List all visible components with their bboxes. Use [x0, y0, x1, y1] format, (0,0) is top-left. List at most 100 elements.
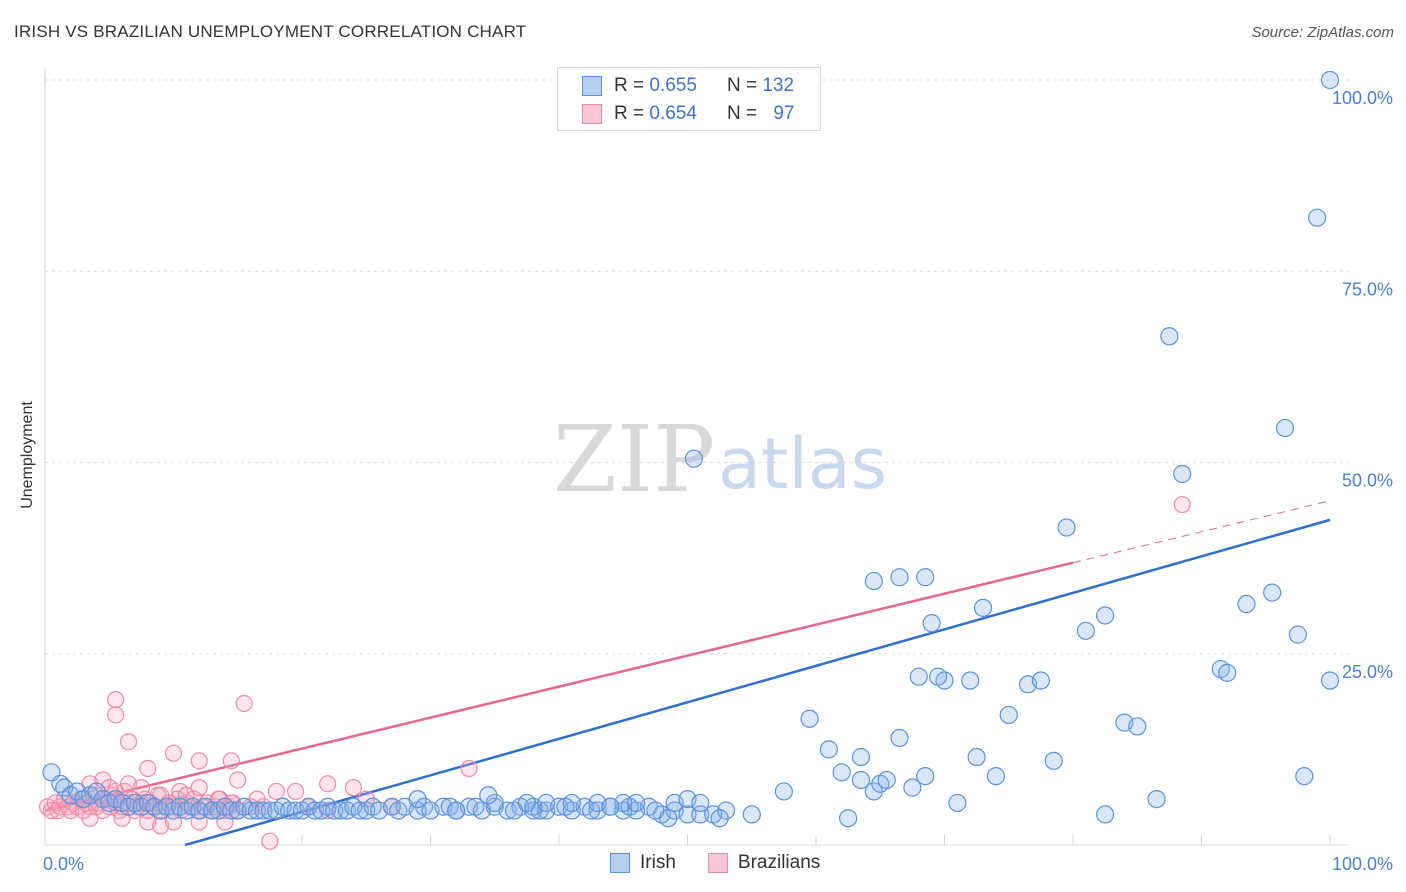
irish-point[interactable]: [691, 793, 710, 813]
source-credit: Source: ZipAtlas.com: [1251, 24, 1394, 41]
brazilians-point[interactable]: [286, 782, 305, 801]
irish-point[interactable]: [479, 786, 498, 805]
irish-point[interactable]: [1263, 583, 1282, 602]
irish-point[interactable]: [916, 767, 935, 786]
brazilians-point[interactable]: [1173, 495, 1191, 514]
legend-item-brazilians[interactable]: Brazilians: [707, 852, 820, 874]
legend-item-irish[interactable]: Irish: [610, 852, 676, 874]
brazilians-point[interactable]: [267, 782, 285, 801]
irish-point[interactable]: [832, 763, 851, 782]
irish-point[interactable]: [999, 705, 1018, 725]
irish-point[interactable]: [916, 568, 935, 587]
brazilians-n-value: 97: [773, 103, 795, 124]
brazilians-point[interactable]: [216, 813, 234, 831]
irish-point[interactable]: [601, 797, 620, 816]
irish-point[interactable]: [626, 793, 646, 813]
brazilians-point[interactable]: [139, 759, 157, 778]
irish-point[interactable]: [1320, 671, 1340, 690]
irish-point[interactable]: [1275, 418, 1295, 438]
watermark-zip: ZIP: [553, 406, 715, 513]
brazilians-point[interactable]: [344, 779, 362, 797]
irish-point[interactable]: [1237, 594, 1256, 614]
brazilians-n-label: N =: [726, 103, 758, 124]
irish-point[interactable]: [986, 767, 1006, 786]
irish-point[interactable]: [903, 778, 922, 797]
irish-point[interactable]: [839, 809, 858, 828]
irish-legend-swatch: [610, 853, 630, 873]
irish-trend-line: [184, 518, 1331, 847]
irish-point[interactable]: [466, 797, 485, 816]
irish-point[interactable]: [537, 793, 556, 813]
irish-point[interactable]: [684, 449, 704, 468]
irish-point[interactable]: [1320, 70, 1340, 90]
irish-point[interactable]: [967, 747, 986, 767]
irish-point[interactable]: [890, 568, 909, 587]
brazilians-point[interactable]: [229, 771, 247, 789]
irish-point[interactable]: [408, 789, 427, 809]
irish-point[interactable]: [742, 805, 761, 824]
irish-point[interactable]: [1173, 464, 1192, 484]
brazilians-point[interactable]: [113, 809, 131, 827]
irish-point[interactable]: [1308, 208, 1327, 227]
irish-point[interactable]: [851, 770, 871, 790]
irish-point[interactable]: [1057, 518, 1076, 537]
irish-point[interactable]: [1096, 606, 1115, 625]
brazilians-point[interactable]: [152, 817, 170, 835]
irish-point[interactable]: [928, 667, 948, 686]
irish-point[interactable]: [1160, 327, 1179, 346]
irish-point[interactable]: [710, 809, 729, 828]
trend-lines: [44, 500, 1331, 847]
brazilians-point[interactable]: [107, 706, 125, 724]
irish-point[interactable]: [819, 740, 838, 759]
irish-point[interactable]: [1128, 717, 1147, 736]
irish-point[interactable]: [280, 801, 299, 820]
x-tick-label: 100.0%: [1332, 854, 1393, 874]
irish-point[interactable]: [1218, 663, 1237, 682]
brazilians-point[interactable]: [177, 786, 195, 804]
irish-point[interactable]: [973, 598, 993, 617]
brazilians-point[interactable]: [164, 744, 183, 762]
brazilians-point[interactable]: [119, 733, 138, 751]
irish-point[interactable]: [1096, 805, 1115, 824]
brazilians-point[interactable]: [139, 813, 157, 831]
irish-point[interactable]: [961, 671, 980, 690]
irish-point[interactable]: [556, 797, 575, 816]
irish-point[interactable]: [909, 667, 928, 686]
brazilians-point[interactable]: [81, 809, 99, 827]
x-tick-label: 0.0%: [43, 854, 84, 874]
irish-point[interactable]: [659, 809, 678, 828]
irish-point[interactable]: [1295, 767, 1314, 786]
irish-point[interactable]: [241, 801, 260, 820]
brazilians-point[interactable]: [119, 775, 138, 793]
brazilians-point[interactable]: [460, 759, 478, 778]
irish-point[interactable]: [517, 793, 536, 813]
brazilians-point[interactable]: [261, 832, 279, 850]
irish-point[interactable]: [1288, 625, 1307, 644]
irish-r-value: 0.655: [649, 75, 697, 96]
irish-point[interactable]: [678, 805, 697, 824]
irish-point[interactable]: [247, 801, 267, 820]
irish-point[interactable]: [774, 782, 793, 801]
irish-point[interactable]: [948, 793, 967, 813]
irish-point[interactable]: [1076, 621, 1095, 640]
irish-point[interactable]: [447, 801, 466, 820]
brazilians-point[interactable]: [132, 779, 150, 797]
irish-point[interactable]: [890, 728, 909, 748]
brazilians-point[interactable]: [319, 775, 337, 793]
irish-point[interactable]: [877, 770, 896, 790]
brazilians-point[interactable]: [107, 691, 125, 709]
irish-point[interactable]: [864, 571, 883, 591]
irish-point[interactable]: [325, 801, 344, 820]
irish-point[interactable]: [1147, 789, 1166, 809]
irish-point[interactable]: [1031, 671, 1050, 690]
irish-point[interactable]: [254, 801, 273, 820]
brazilians-point[interactable]: [190, 779, 208, 797]
brazilians-point[interactable]: [190, 752, 208, 770]
irish-point[interactable]: [800, 709, 819, 728]
y-tick-label: 100.0%: [1332, 88, 1393, 108]
irish-point[interactable]: [851, 747, 871, 767]
brazilians-point[interactable]: [222, 752, 240, 770]
irish-point[interactable]: [922, 614, 941, 633]
irish-point[interactable]: [1044, 751, 1063, 770]
brazilians-point[interactable]: [235, 694, 253, 713]
